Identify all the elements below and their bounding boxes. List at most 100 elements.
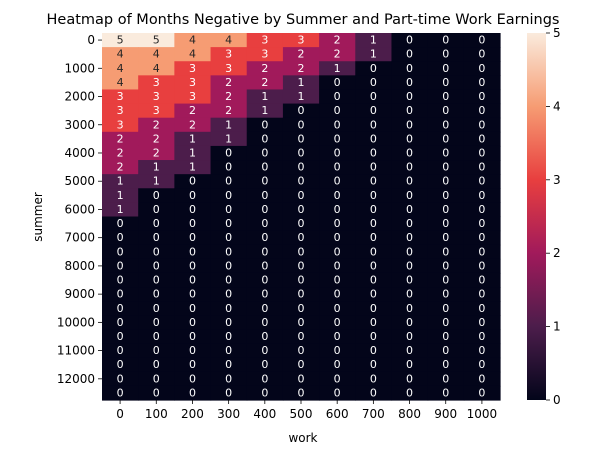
heatmap-cell	[210, 244, 248, 260]
x-tick-label: 600	[326, 407, 349, 421]
heatmap-cell	[355, 385, 393, 401]
cell-value-label: 0	[225, 302, 232, 315]
heatmap-cell	[355, 131, 393, 147]
cell-value-label: 0	[334, 344, 341, 357]
cell-value-label: 0	[406, 104, 413, 117]
y-axis-ticks: 0 1000 2000 3000 4000 5000 6000 7000 8000 9000 100…	[57, 33, 102, 386]
cell-value-label: 0	[478, 118, 485, 131]
heatmap-cell	[102, 33, 139, 48]
cell-value-label: 2	[117, 146, 124, 159]
heatmap-cell	[102, 89, 139, 105]
heatmap-cell	[102, 103, 139, 119]
cell-value-label: 0	[478, 104, 485, 117]
cell-value-label: 0	[406, 203, 413, 216]
heatmap-cell	[463, 272, 501, 288]
heatmap-cell	[391, 117, 429, 133]
heatmap-cell	[319, 47, 356, 62]
cell-value-label: 0	[370, 146, 377, 159]
y-tick-label: 2000	[64, 90, 95, 104]
cell-value-label: 0	[442, 90, 449, 103]
heatmap-cell	[174, 258, 212, 274]
heatmap-cell	[174, 371, 212, 387]
heatmap-cell	[210, 385, 248, 401]
cell-value-label: 0	[153, 372, 160, 385]
heatmap-cell	[210, 174, 248, 189]
heatmap-cell	[102, 202, 139, 218]
heatmap-cell	[427, 329, 465, 345]
heatmap-cell	[319, 61, 356, 76]
cell-value-label: 0	[117, 288, 124, 301]
heatmap-cell	[246, 371, 284, 387]
heatmap-cell	[210, 89, 248, 105]
heatmap-cell	[391, 357, 429, 373]
cell-value-label: 0	[189, 231, 196, 244]
colorbar-tick-label: 4	[553, 99, 561, 113]
heatmap-cell	[391, 47, 429, 62]
cell-value-label: 0	[261, 288, 268, 301]
heatmap-cell	[174, 329, 212, 345]
heatmap-cell	[391, 371, 429, 387]
heatmap-cell	[246, 329, 284, 345]
cell-value-label: 0	[153, 358, 160, 371]
cell-value-label: 2	[189, 118, 196, 131]
cell-value-label: 0	[370, 302, 377, 315]
cell-value-label: 0	[442, 146, 449, 159]
heatmap-cell	[391, 89, 429, 105]
heatmap-cell	[282, 216, 320, 232]
heatmap-cell	[246, 258, 284, 274]
heatmap-cell	[138, 33, 175, 48]
cell-value-label: 2	[189, 104, 196, 117]
cell-value-label: 0	[261, 161, 268, 174]
cell-value-label: 0	[117, 344, 124, 357]
cell-value-label: 0	[370, 358, 377, 371]
heatmap-cell	[427, 258, 465, 274]
cell-value-label: 0	[478, 62, 485, 75]
heatmap-cell	[102, 117, 139, 133]
heatmap-cell	[246, 117, 284, 133]
heatmap-cell	[427, 272, 465, 288]
cell-value-label: 0	[370, 217, 377, 230]
heatmap-cell	[427, 287, 465, 302]
heatmap-cell	[355, 145, 393, 161]
heatmap-cell	[319, 230, 356, 246]
heatmap-cell	[246, 131, 284, 147]
cell-value-label: 0	[442, 161, 449, 174]
heatmap-cell	[319, 145, 356, 161]
heatmap-cell	[246, 216, 284, 232]
heatmap-cell	[427, 174, 465, 189]
heatmap-cell	[282, 202, 320, 218]
cell-value-label: 0	[406, 132, 413, 145]
cell-value-label: 0	[406, 48, 413, 61]
cell-value-label: 0	[406, 217, 413, 230]
heatmap-cell	[138, 75, 175, 91]
heatmap-cell	[174, 47, 212, 62]
cell-value-label: 0	[298, 161, 305, 174]
heatmap-cell	[246, 145, 284, 161]
heatmap-cell	[174, 117, 212, 133]
cell-value-label: 1	[370, 34, 377, 47]
cell-value-label: 0	[117, 274, 124, 287]
cell-value-label: 0	[261, 316, 268, 329]
cell-value-label: 0	[478, 175, 485, 188]
heatmap-cell	[391, 315, 429, 331]
colorbar-tick-label: 0	[553, 393, 561, 407]
cell-value-label: 0	[370, 386, 377, 399]
cell-value-label: 0	[225, 189, 232, 202]
cell-value-label: 0	[406, 146, 413, 159]
heatmap-cell	[319, 202, 356, 218]
cell-value-label: 0	[298, 132, 305, 145]
heatmap-cell	[210, 75, 248, 91]
heatmap-cell	[463, 216, 501, 232]
cell-value-label: 0	[153, 259, 160, 272]
heatmap-cell	[102, 272, 139, 288]
cell-value-label: 0	[334, 302, 341, 315]
cell-value-label: 0	[225, 231, 232, 244]
cell-value-label: 0	[442, 231, 449, 244]
heatmap-cell	[463, 47, 501, 62]
cell-value-label: 0	[442, 203, 449, 216]
cell-value-label: 5	[117, 34, 124, 47]
cell-value-label: 0	[261, 245, 268, 258]
heatmap-cell	[391, 33, 429, 48]
cell-value-label: 0	[261, 259, 268, 272]
